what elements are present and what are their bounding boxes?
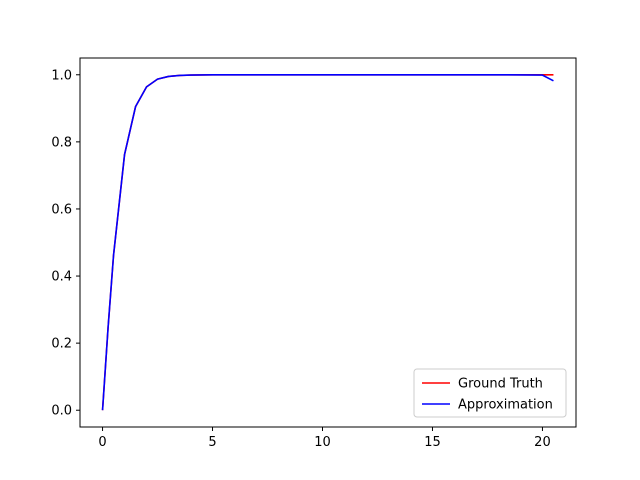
x-tick-label: 15	[424, 435, 441, 450]
legend-label-approximation: Approximation	[458, 398, 553, 413]
series-line-approximation	[101, 73, 554, 411]
x-tick-label: 5	[208, 435, 216, 450]
y-tick-label: 0.0	[51, 404, 72, 419]
y-tick-label: 0.6	[51, 202, 72, 217]
series-layer	[101, 73, 554, 411]
x-tick-label: 0	[98, 435, 106, 450]
x-axis: 0 5 10 15 20	[98, 427, 551, 450]
y-tick-label: 1.0	[51, 68, 72, 83]
legend-label-ground-truth: Ground Truth	[458, 377, 543, 392]
legend: Ground Truth Approximation	[413, 368, 567, 418]
y-axis: 0.0 0.2 0.4 0.6 0.8 1.0	[51, 68, 80, 419]
y-tick-label: 0.8	[51, 135, 72, 150]
x-tick-label: 10	[314, 435, 331, 450]
x-tick-label: 20	[534, 435, 551, 450]
y-tick-label: 0.4	[51, 270, 72, 285]
y-tick-label: 0.2	[51, 337, 72, 352]
legend-box	[413, 368, 567, 418]
axes-frame	[79, 57, 577, 428]
